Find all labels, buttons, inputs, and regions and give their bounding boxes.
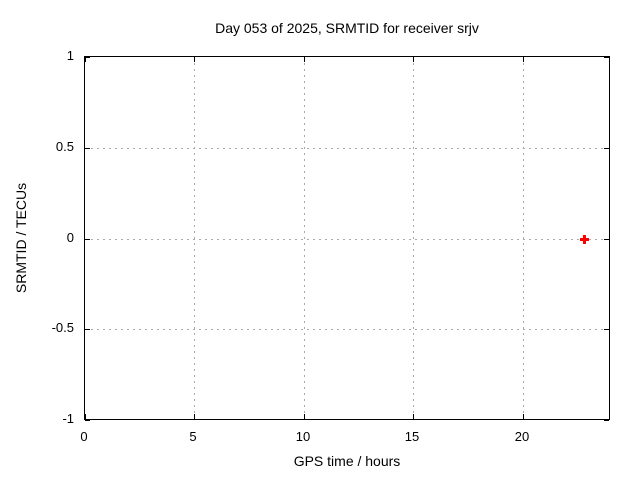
marker-vertical-bar (583, 235, 586, 244)
x-tick-mark-top (194, 57, 195, 62)
y-tick-mark-right (604, 148, 609, 149)
y-tick-label: 0.5 (55, 139, 74, 154)
x-tick-mark-bottom (85, 414, 86, 419)
x-tick-mark-top (85, 57, 86, 62)
x-tick-label: 0 (80, 429, 88, 444)
x-tick-mark-top (523, 57, 524, 62)
x-tick-mark-bottom (523, 414, 524, 419)
y-tick-mark-right (604, 420, 609, 421)
h-gridline (85, 148, 610, 149)
v-gridline (523, 57, 524, 420)
data-point-marker (580, 235, 589, 244)
y-tick-label: -0.5 (51, 320, 74, 335)
y-tick-mark-left (85, 329, 90, 330)
x-tick-label: 20 (514, 429, 530, 444)
y-tick-mark-left (85, 57, 90, 58)
h-gridline (85, 239, 610, 240)
y-tick-label: -1 (62, 411, 74, 426)
plot-area (84, 56, 610, 421)
y-tick-mark-right (604, 239, 609, 240)
y-tick-mark-right (604, 329, 609, 330)
x-tick-mark-bottom (304, 414, 305, 419)
v-gridline (413, 57, 414, 420)
y-tick-label: 0 (66, 230, 74, 245)
chart-title: Day 053 of 2025, SRMTID for receiver srj… (215, 20, 479, 36)
y-tick-mark-left (85, 239, 90, 240)
x-axis-label: GPS time / hours (293, 453, 401, 469)
x-tick-label: 10 (295, 429, 311, 444)
h-gridline (85, 329, 610, 330)
x-tick-mark-bottom (194, 414, 195, 419)
x-tick-mark-bottom (413, 414, 414, 419)
x-tick-label: 5 (189, 429, 197, 444)
y-tick-mark-right (604, 57, 609, 58)
y-tick-label: 1 (66, 48, 74, 63)
y-tick-mark-left (85, 148, 90, 149)
x-tick-label: 15 (404, 429, 420, 444)
y-tick-mark-left (85, 420, 90, 421)
v-gridline (194, 57, 195, 420)
x-tick-mark-top (413, 57, 414, 62)
v-gridline (304, 57, 305, 420)
x-tick-mark-top (304, 57, 305, 62)
